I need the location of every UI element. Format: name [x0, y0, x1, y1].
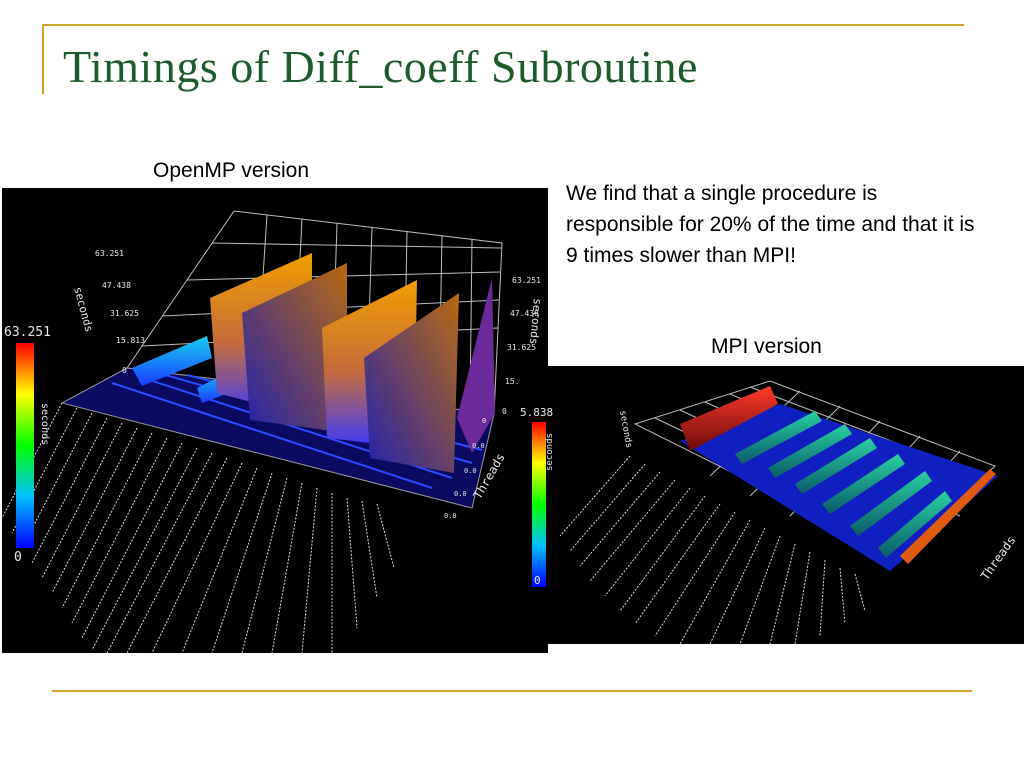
svg-text:0.0: 0.0	[464, 467, 477, 475]
bottom-accent-line	[52, 690, 972, 692]
openmp-legend-min: 0	[14, 550, 22, 565]
note-text: We find that a single procedure is respo…	[566, 182, 975, 267]
svg-text:31.625: 31.625	[507, 343, 536, 352]
mpi-surface-ridge-5	[850, 471, 932, 536]
mpi-surface-ridge-4	[822, 454, 905, 514]
svg-text:0.0: 0.0	[444, 512, 457, 520]
openmp-right-ticks: 63.251 47.438 31.625 15.813 0	[502, 276, 541, 416]
svg-text:63.251: 63.251	[512, 276, 541, 285]
mpi-legend-max: 5.838	[520, 406, 553, 419]
svg-text:15.813: 15.813	[116, 336, 145, 345]
svg-text:0.0: 0.0	[472, 442, 485, 450]
openmp-color-legend	[16, 343, 34, 548]
mpi-surface-ridge-2	[768, 424, 852, 478]
mpi-surface-peak-red	[680, 386, 778, 451]
mpi-axis-label-seconds: seconds	[617, 410, 633, 449]
mpi-legend-label: seconds	[545, 433, 555, 471]
openmp-surface-peak-2	[242, 263, 347, 433]
svg-text:31.625: 31.625	[110, 309, 139, 318]
svg-text:0: 0	[502, 407, 507, 416]
openmp-axis-label-seconds-left: seconds	[71, 285, 96, 333]
openmp-surface-peak-5	[457, 278, 495, 453]
svg-text:0: 0	[482, 417, 486, 425]
mpi-caption: MPI version	[711, 335, 822, 358]
mpi-legend-min: 0	[534, 574, 541, 587]
openmp-left-ticks: 63.251 47.438 31.625 15.813 0	[95, 249, 145, 375]
openmp-loop-labels	[2, 402, 395, 653]
openmp-caption: OpenMP version	[153, 159, 310, 182]
mpi-surface-ridge-6	[878, 491, 952, 558]
svg-text:0: 0	[122, 366, 127, 375]
svg-text:0.0: 0.0	[454, 490, 467, 498]
svg-text:63.251: 63.251	[95, 249, 124, 258]
slide-title: Timings of Diff_coeff Subroutine	[63, 41, 698, 92]
top-accent-line	[42, 24, 964, 26]
openmp-legend-max: 63.251	[4, 325, 51, 340]
openmp-plot-graphic: 63.251 47.438 31.625 15.813 0 seconds 63…	[2, 210, 544, 653]
mpi-loop-labels	[559, 455, 866, 644]
openmp-legend-label: seconds	[39, 403, 50, 445]
mpi-surface-peak-orange	[900, 469, 996, 564]
mpi-surface-ridge-1	[735, 411, 822, 464]
openmp-surface-peak-4	[364, 293, 459, 473]
mpi-axis-label-threads: Threads	[978, 533, 1018, 582]
title-accent-bar	[42, 26, 44, 94]
openmp-plot: 63.251 47.438 31.625 15.813 0 seconds 63…	[2, 188, 548, 653]
openmp-threads-ticks: 0 0.0 0.0 0.0 0.0	[444, 417, 486, 520]
mpi-color-legend	[532, 422, 546, 587]
mpi-plot-graphic: seconds Threads 5.838 0 seconds	[520, 380, 1018, 644]
svg-text:47.438: 47.438	[510, 309, 539, 318]
svg-text:15.813: 15.813	[505, 377, 534, 386]
svg-text:47.438: 47.438	[102, 281, 131, 290]
openmp-axis-label-seconds-right: seconds	[527, 298, 544, 345]
openmp-surface-low-1	[132, 336, 212, 386]
mpi-surface-ridge-3	[795, 438, 877, 494]
mpi-plot: seconds Threads 5.838 0 seconds	[520, 366, 1024, 644]
